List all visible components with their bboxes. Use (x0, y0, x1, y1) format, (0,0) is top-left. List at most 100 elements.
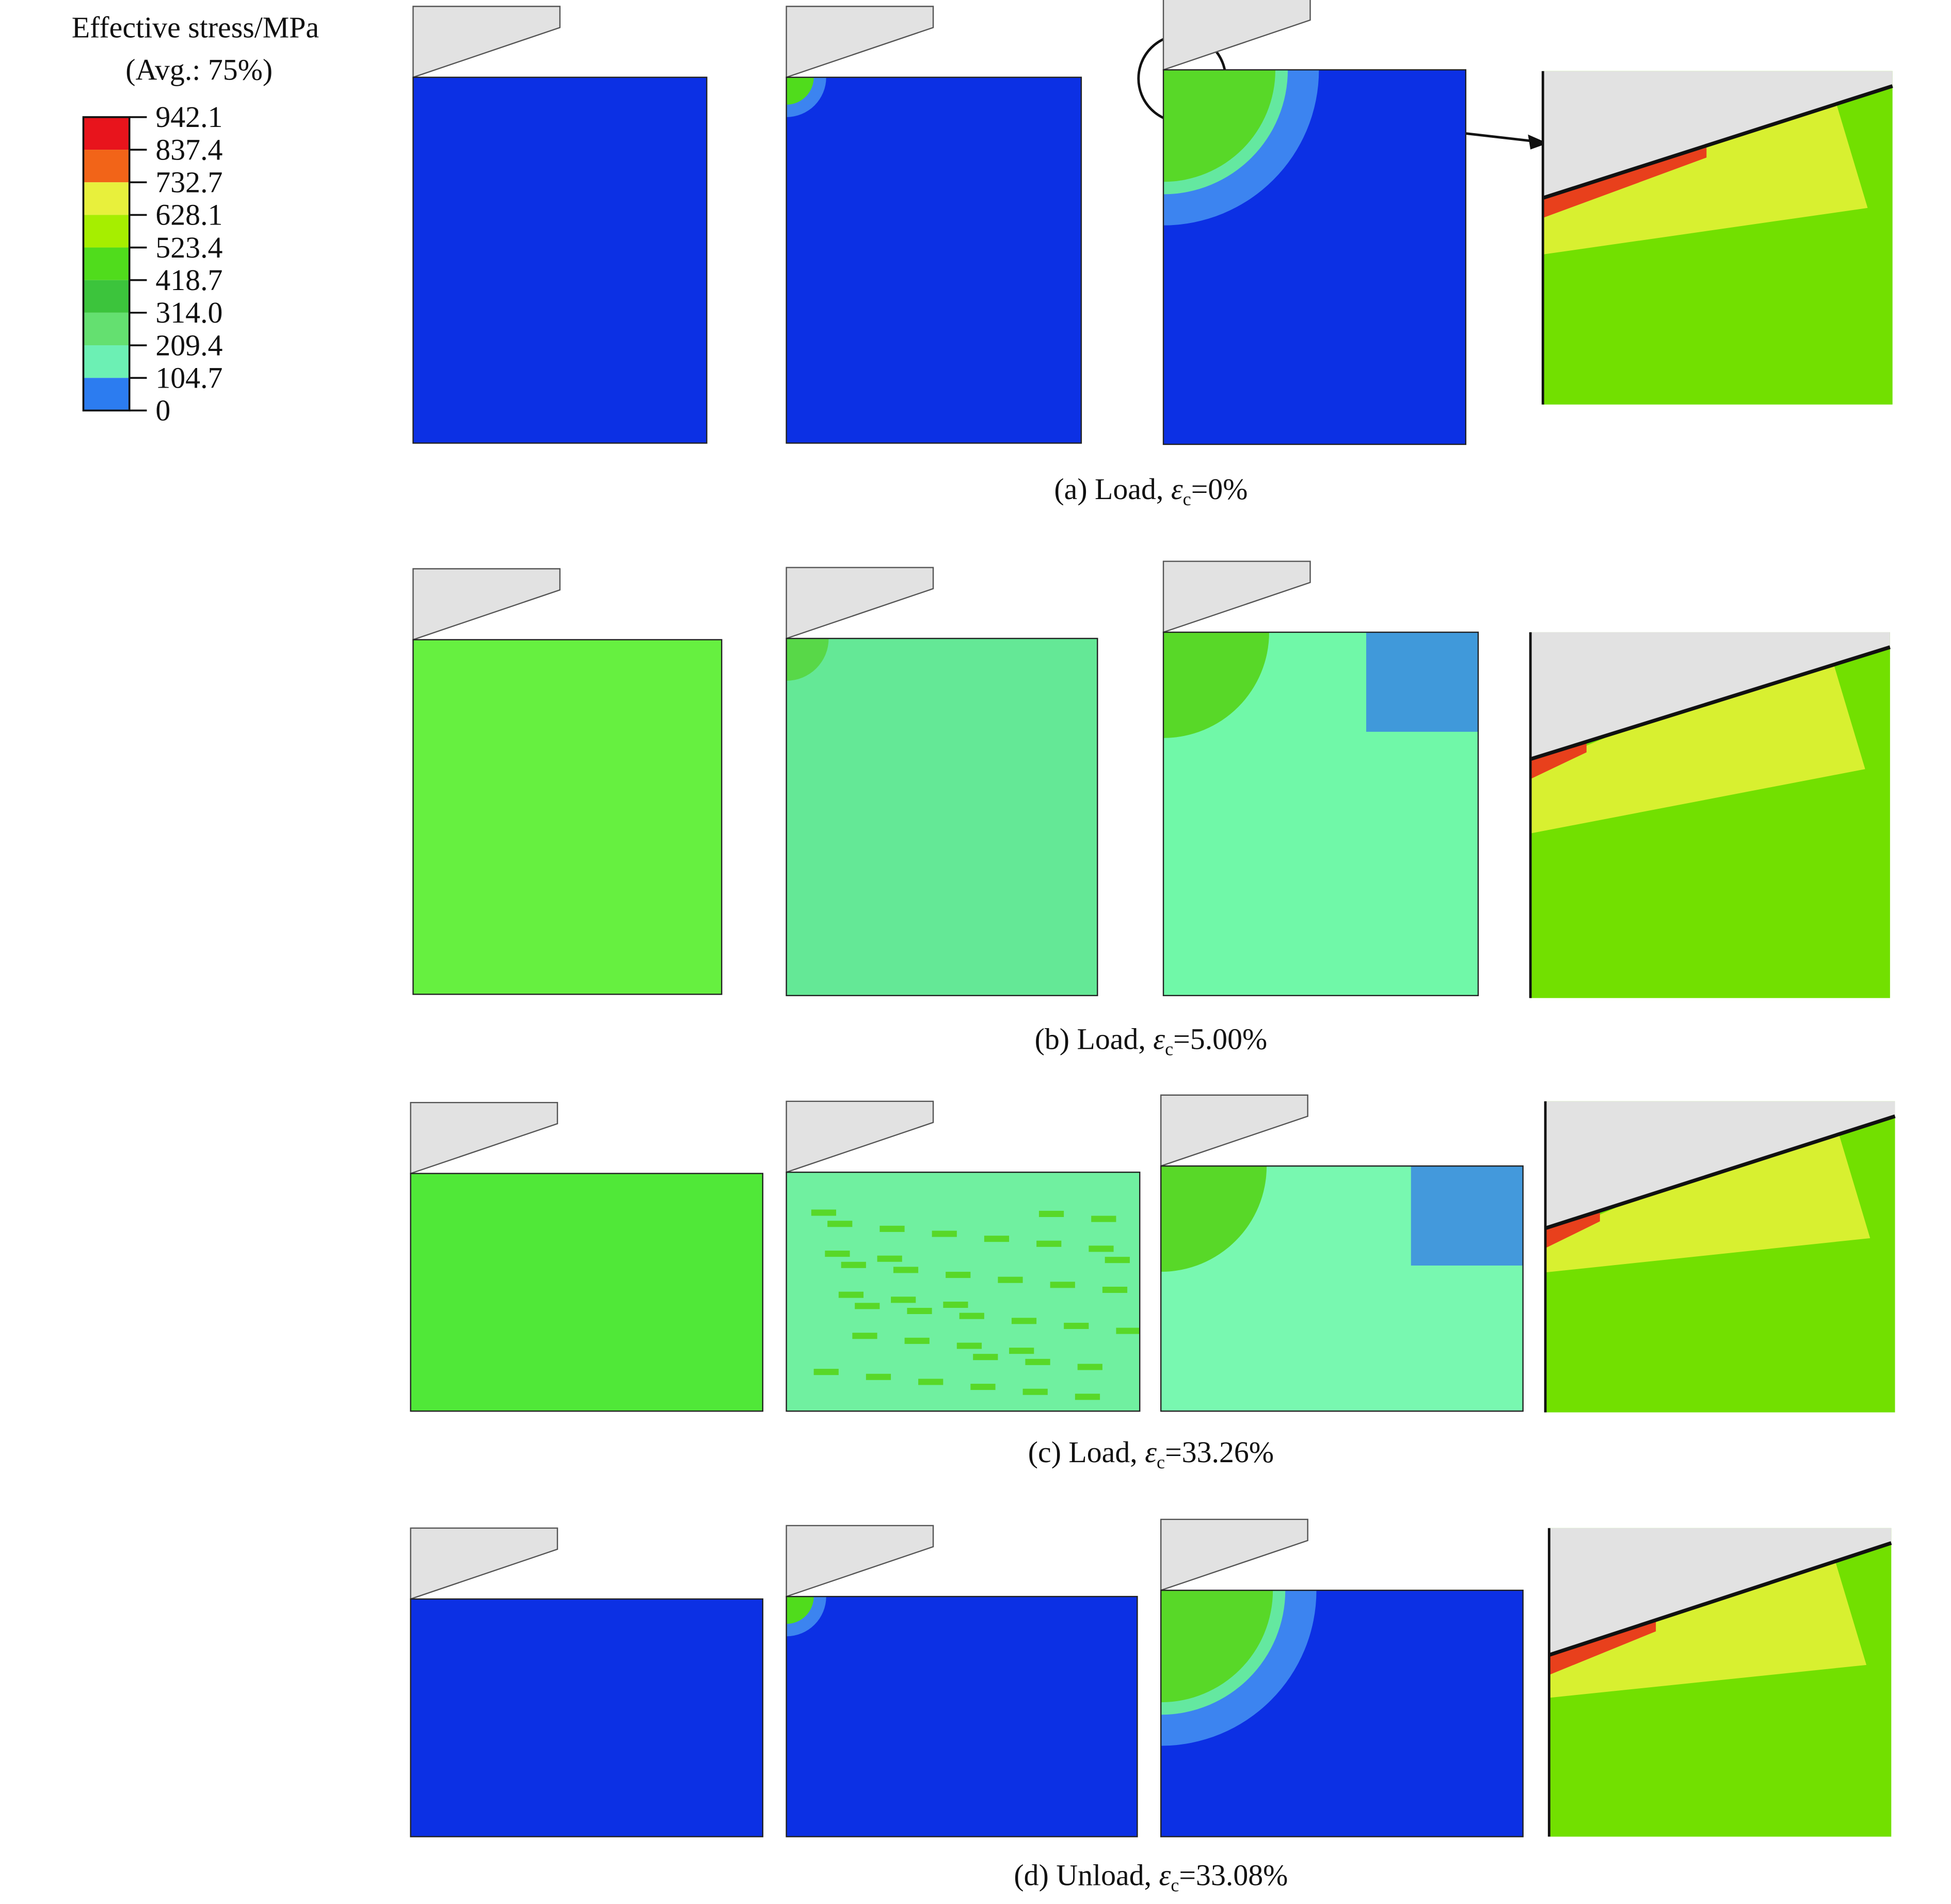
contour (1163, 70, 1275, 182)
contour (1163, 632, 1269, 738)
tool (410, 1101, 558, 1175)
legend-title: Effective stress/MPa (72, 11, 319, 44)
block (410, 1173, 763, 1412)
zoom-tool (1545, 1101, 1895, 1228)
contour (1025, 1358, 1050, 1365)
caption: (a) Load, εc=0% (1054, 472, 1248, 509)
tool (1162, 0, 1311, 71)
caption: (d) Unload, εc=33.08% (1014, 1859, 1288, 1896)
contour (946, 1272, 971, 1278)
contour (1116, 1327, 1140, 1334)
zoom-edge (1545, 1114, 1896, 1230)
legend-band (83, 247, 130, 280)
block-frame (1160, 1589, 1524, 1837)
contour (838, 1291, 864, 1298)
caption: (b) Load, εc=5.00% (1035, 1022, 1268, 1060)
contour (973, 1354, 998, 1361)
contour-panel (1160, 1589, 1524, 1837)
contour (893, 1267, 919, 1273)
contour-panel (410, 1598, 763, 1837)
legend-band (83, 215, 130, 248)
contour (904, 1337, 930, 1344)
contour (1064, 1322, 1089, 1329)
block-frame (412, 76, 708, 444)
tool (786, 6, 934, 78)
contour (1105, 1257, 1130, 1263)
contour-group (413, 77, 707, 443)
contour (1038, 1210, 1064, 1217)
contour-panel (410, 1173, 763, 1412)
tool (412, 568, 561, 641)
zoom-yellow (1549, 1540, 1867, 1698)
contour (1036, 1240, 1062, 1247)
caption-symbol: ε (1159, 1859, 1171, 1892)
contour (959, 1313, 984, 1319)
legend-label: 418.7 (155, 263, 222, 297)
block-frame (1160, 1165, 1524, 1412)
contour-panel (786, 1596, 1138, 1837)
contour-group (413, 639, 722, 995)
tool (786, 567, 934, 639)
contour-group (1161, 1590, 1523, 1837)
contour (786, 1596, 814, 1624)
zoom-edge (1530, 645, 1891, 761)
legend-label: 209.4 (155, 328, 222, 362)
zoom-tool (1543, 71, 1893, 198)
contour (970, 1384, 996, 1390)
contour (943, 1301, 968, 1308)
contour (1102, 1286, 1128, 1293)
tool (410, 1527, 558, 1600)
legend-band (83, 345, 130, 378)
legend-label: 0 (155, 394, 170, 427)
contour (1075, 1394, 1100, 1400)
contour (877, 1255, 902, 1262)
contour-panel (412, 76, 708, 444)
contour (1011, 1318, 1037, 1324)
legend-label: 942.1 (155, 100, 222, 134)
contour-group (1163, 632, 1478, 996)
contour (1089, 1245, 1114, 1252)
zoom-edge (1542, 84, 1893, 200)
block (786, 77, 1081, 443)
legend-subtitle: (Avg.: 75%) (125, 53, 273, 87)
tool (1160, 1094, 1308, 1167)
caption-text: =0% (1191, 472, 1248, 506)
contour (827, 1221, 853, 1227)
caption-symbol: ε (1145, 1435, 1157, 1469)
zoom-tool (1549, 1528, 1892, 1655)
contour (1161, 1590, 1273, 1703)
contour (1022, 1388, 1048, 1395)
legend-band (83, 150, 130, 183)
contour-panel (412, 639, 723, 995)
contour (984, 1236, 1010, 1242)
contour (786, 77, 814, 105)
zoom-edge (1548, 1541, 1892, 1657)
zoom-yellow (1530, 645, 1865, 834)
caption-text: =5.00% (1173, 1022, 1267, 1056)
tool (786, 1525, 934, 1597)
contour-panel (1162, 69, 1467, 445)
contour (1050, 1282, 1075, 1288)
caption-subscript: c (1171, 1875, 1179, 1896)
block-frame (412, 639, 723, 995)
caption-text: (a) Load, (1054, 472, 1171, 506)
contour (879, 1225, 905, 1232)
zoom-red (1549, 1621, 1656, 1675)
block-frame (786, 637, 1098, 997)
caption-subscript: c (1165, 1039, 1173, 1060)
contour-group (410, 1173, 763, 1412)
legend-label: 837.4 (155, 133, 222, 166)
legend-band (83, 312, 130, 346)
contour (1077, 1364, 1102, 1370)
contour (1366, 632, 1478, 732)
legend-band (83, 117, 130, 150)
contour-group (786, 1172, 1140, 1412)
contour (855, 1303, 880, 1309)
zoom-red (1530, 742, 1587, 779)
zoom-red (1545, 1211, 1600, 1249)
contour-group (410, 1599, 763, 1837)
zoom-red (1543, 147, 1707, 218)
contour (866, 1373, 891, 1380)
contour (811, 1209, 836, 1216)
